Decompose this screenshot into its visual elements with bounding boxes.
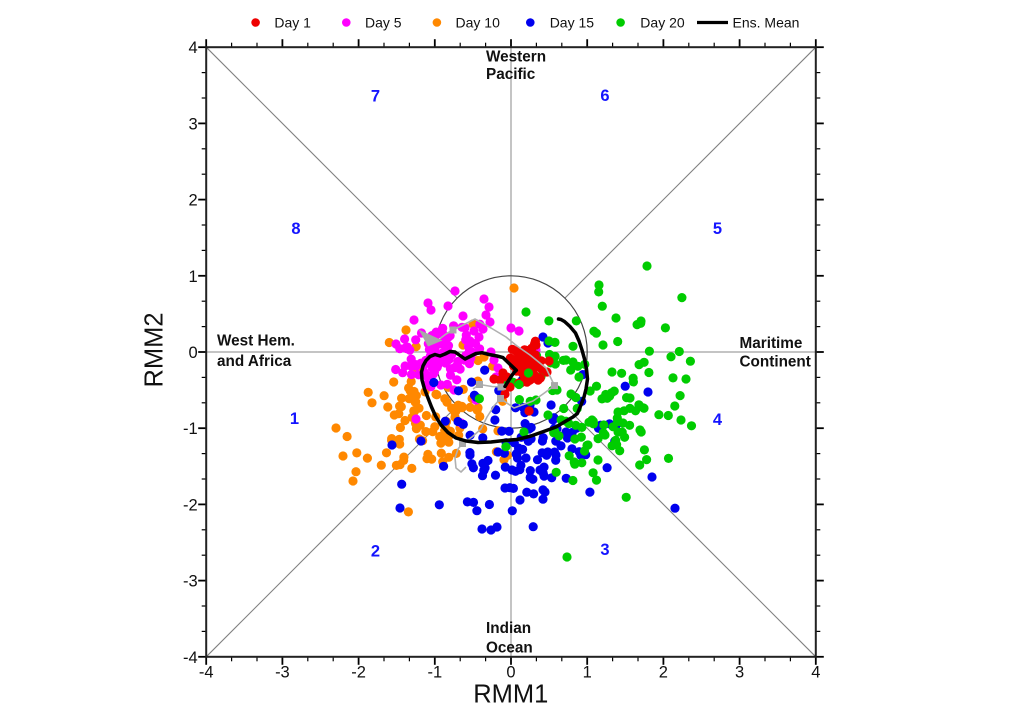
svg-text:Indian: Indian xyxy=(486,620,531,637)
svg-text:2: 2 xyxy=(659,664,668,682)
svg-text:6: 6 xyxy=(600,87,609,105)
svg-text:-3: -3 xyxy=(183,573,198,591)
svg-text:Day 20: Day 20 xyxy=(640,15,685,31)
svg-text:Ens. Mean: Ens. Mean xyxy=(733,15,800,31)
svg-text:3: 3 xyxy=(600,541,609,559)
svg-text:Day 15: Day 15 xyxy=(550,15,595,31)
svg-text:Day 10: Day 10 xyxy=(456,15,501,31)
svg-text:-4: -4 xyxy=(199,664,214,682)
svg-text:-4: -4 xyxy=(183,649,198,667)
svg-text:West Hem.: West Hem. xyxy=(217,333,295,350)
svg-text:-1: -1 xyxy=(427,664,442,682)
svg-text:2: 2 xyxy=(371,543,380,561)
svg-text:4: 4 xyxy=(713,411,723,429)
svg-text:Maritime: Maritime xyxy=(740,335,803,352)
svg-text:1: 1 xyxy=(290,410,299,428)
svg-text:4: 4 xyxy=(811,664,820,682)
svg-text:and Africa: and Africa xyxy=(217,353,292,370)
svg-text:8: 8 xyxy=(291,220,300,238)
svg-text:-2: -2 xyxy=(351,664,366,682)
svg-text:0: 0 xyxy=(189,344,198,362)
svg-text:0: 0 xyxy=(506,664,515,682)
svg-text:Day 1: Day 1 xyxy=(274,15,311,31)
svg-text:5: 5 xyxy=(713,220,722,238)
svg-text:-3: -3 xyxy=(275,664,290,682)
svg-text:3: 3 xyxy=(735,664,744,682)
svg-text:Western: Western xyxy=(486,49,546,66)
svg-text:1: 1 xyxy=(583,664,592,682)
svg-text:3: 3 xyxy=(189,115,198,133)
svg-text:Ocean: Ocean xyxy=(486,640,533,657)
svg-text:7: 7 xyxy=(371,88,380,106)
svg-text:Pacific: Pacific xyxy=(486,66,536,83)
svg-text:1: 1 xyxy=(189,268,198,286)
svg-text:Day 5: Day 5 xyxy=(365,15,402,31)
svg-text:-1: -1 xyxy=(183,420,198,438)
svg-text:RMM1: RMM1 xyxy=(473,681,548,709)
svg-text:4: 4 xyxy=(189,39,198,57)
svg-text:Continent: Continent xyxy=(740,354,811,371)
svg-text:RMM2: RMM2 xyxy=(141,312,169,387)
svg-text:2: 2 xyxy=(189,192,198,210)
svg-text:-2: -2 xyxy=(183,496,198,514)
